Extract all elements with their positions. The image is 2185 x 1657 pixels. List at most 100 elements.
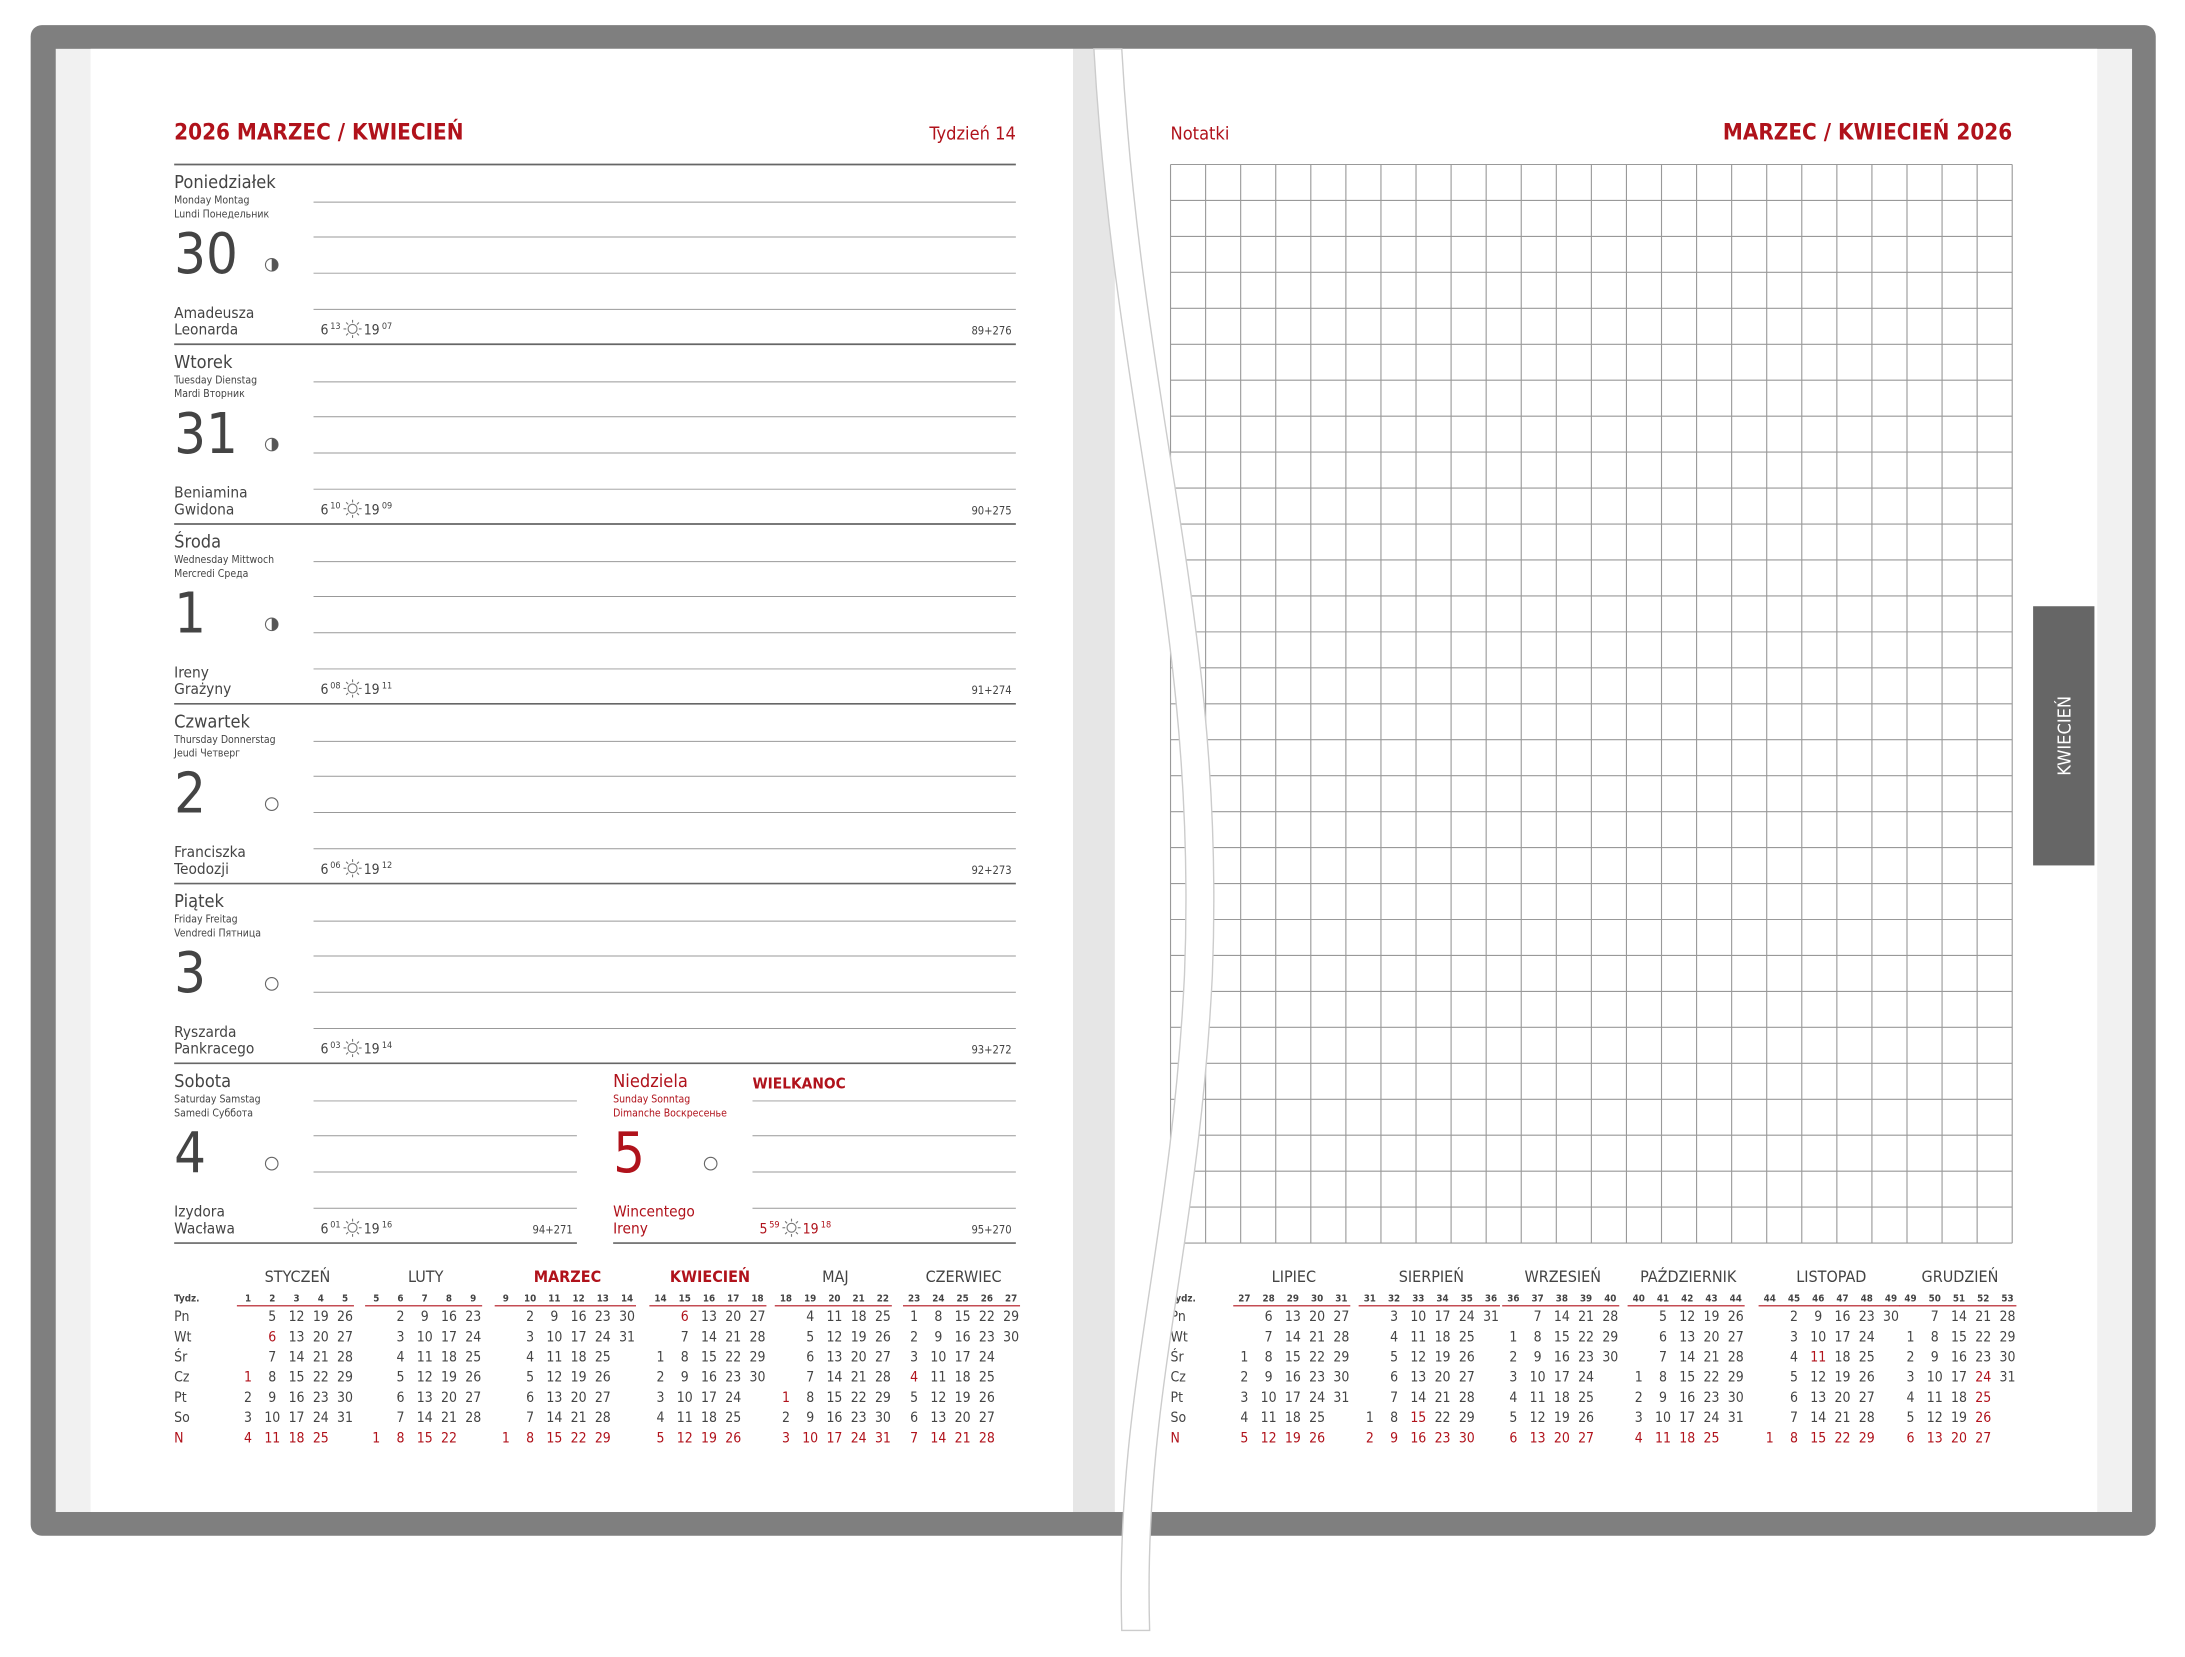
sunset-minute: 12: [382, 861, 392, 871]
sunrise-minute: 03: [330, 1041, 340, 1051]
week-number: 35: [1461, 1294, 1473, 1305]
calendar-day: 15: [1810, 1430, 1826, 1446]
week-number: 52: [1977, 1294, 1989, 1305]
calendar-day: 16: [1679, 1390, 1695, 1406]
day-name: Środa: [174, 531, 221, 553]
week-number: 14: [654, 1294, 666, 1305]
calendar-day: 26: [1309, 1430, 1325, 1446]
calendar-day: 4: [910, 1370, 918, 1386]
calendar-day: 15: [955, 1309, 971, 1325]
week-number: 14: [621, 1294, 633, 1305]
week-label: Tydzień 14: [928, 123, 1015, 144]
calendar-day: 27: [979, 1410, 995, 1426]
sunset-hour: 19: [364, 1042, 380, 1058]
calendar-day: 28: [750, 1329, 766, 1345]
calendar-day: 16: [441, 1309, 457, 1325]
calendar-day: 4: [657, 1410, 665, 1426]
calendar-day: 23: [1435, 1430, 1451, 1446]
calendar-day: 17: [289, 1410, 305, 1426]
calendar-day: 13: [930, 1410, 946, 1426]
calendar-day: 28: [1859, 1410, 1875, 1426]
calendar-day: 31: [1483, 1309, 1499, 1325]
calendar-day: 4: [1635, 1430, 1643, 1446]
calendar-day: 6: [806, 1350, 814, 1366]
calendar-day: 3: [397, 1329, 405, 1345]
sun-ray: [345, 861, 349, 865]
sunset-minute: 18: [821, 1221, 831, 1231]
calendar-day: 29: [595, 1430, 611, 1446]
week-number: 27: [1005, 1294, 1017, 1305]
calendar-day: 19: [441, 1370, 457, 1386]
calendar-day: 27: [595, 1390, 611, 1406]
calendar-day: 31: [875, 1430, 891, 1446]
calendar-day: 12: [417, 1370, 433, 1386]
calendar-day: 24: [595, 1329, 611, 1345]
calendar-day: 22: [1975, 1329, 1991, 1345]
calendar-day: 8: [681, 1350, 689, 1366]
calendar-day: 22: [725, 1350, 741, 1366]
calendar-day: 4: [397, 1350, 405, 1366]
calendar-day: 7: [910, 1430, 918, 1446]
week-number: 25: [957, 1294, 969, 1305]
day-number: 4: [174, 1121, 206, 1186]
weekday-label: Pt: [1171, 1390, 1184, 1406]
week-number: 40: [1633, 1294, 1645, 1305]
calendar-day: 8: [397, 1430, 405, 1446]
week-number: 53: [2001, 1294, 2013, 1305]
calendar-day: 12: [1927, 1410, 1943, 1426]
name-day: Leonarda: [174, 321, 238, 339]
week-number: 36: [1485, 1294, 1497, 1305]
calendar-day: 13: [1810, 1390, 1826, 1406]
calendar-day: 30: [1003, 1329, 1019, 1345]
calendar-day: 26: [595, 1370, 611, 1386]
calendar-day: 8: [1659, 1370, 1667, 1386]
calendar-day: 25: [1578, 1390, 1594, 1406]
sun-ray: [356, 1231, 360, 1235]
day-number: 1: [174, 582, 206, 647]
calendar-day: 25: [875, 1309, 891, 1325]
calendar-day: 14: [1810, 1410, 1826, 1426]
calendar-day: 2: [910, 1329, 918, 1345]
calendar-day: 27: [465, 1390, 481, 1406]
calendar-day: 7: [1659, 1350, 1667, 1366]
calendar-day: 29: [750, 1350, 766, 1366]
calendar-day: 17: [1951, 1370, 1967, 1386]
calendar-day: 23: [725, 1370, 741, 1386]
calendar-day: 31: [619, 1329, 635, 1345]
day-translation: Tuesday Dienstag: [173, 374, 257, 386]
week-number: 31: [1335, 1294, 1347, 1305]
sunset-minute: 14: [382, 1041, 392, 1051]
sunrise-hour: 6: [321, 1221, 329, 1237]
sunrise-minute: 01: [330, 1221, 340, 1231]
calendar-day: 10: [802, 1430, 818, 1446]
week-number: 18: [780, 1294, 792, 1305]
day-count: 90+275: [971, 504, 1011, 517]
day-count: 95+270: [971, 1223, 1011, 1236]
calendar-day: 7: [1534, 1309, 1542, 1325]
sun-ray: [356, 1041, 360, 1044]
sunrise-hour: 6: [321, 862, 329, 878]
calendar-day: 3: [782, 1430, 790, 1446]
calendar-day: 28: [465, 1410, 481, 1426]
weekday-label: N: [174, 1430, 183, 1446]
weekday-label: So: [1171, 1410, 1187, 1426]
calendar-day: 23: [1704, 1390, 1720, 1406]
week-number: 9: [470, 1294, 476, 1305]
calendar-day: 6: [1906, 1430, 1914, 1446]
calendar-day: 25: [595, 1350, 611, 1366]
calendar-day: 9: [1931, 1350, 1939, 1366]
calendar-day: 21: [725, 1329, 741, 1345]
day-name: Piątek: [174, 891, 224, 912]
calendar-day: 11: [1410, 1329, 1426, 1345]
calendar-day: 1: [1766, 1430, 1774, 1446]
calendar-day: 6: [268, 1329, 276, 1345]
month-name: GRUDZIEŃ: [1922, 1267, 1999, 1286]
sun-ray: [345, 692, 349, 696]
sunset-minute: 07: [382, 322, 392, 332]
sunrise-minute: 59: [769, 1221, 779, 1231]
month-name: SIERPIEŃ: [1399, 1267, 1464, 1286]
sun-ray: [345, 1220, 349, 1224]
calendar-day: 6: [526, 1390, 534, 1406]
calendar-day: 5: [397, 1370, 405, 1386]
